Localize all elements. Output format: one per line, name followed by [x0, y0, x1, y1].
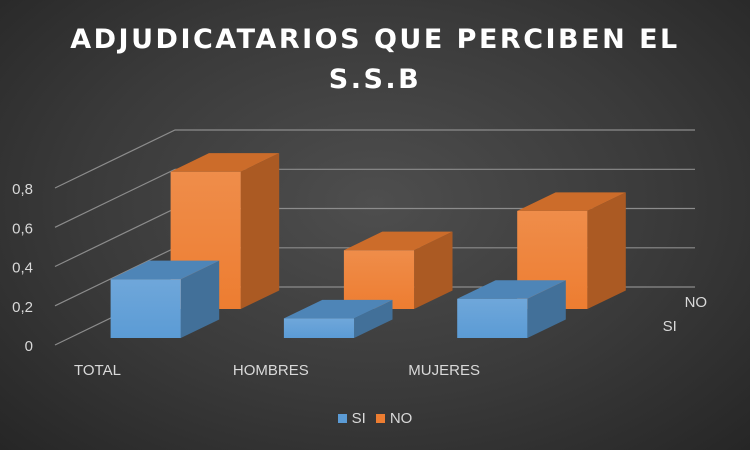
chart-legend: SI NO: [0, 410, 750, 427]
legend-label-no: NO: [389, 410, 413, 427]
bar-top-si: [457, 280, 566, 299]
bar-top-si: [110, 260, 220, 280]
bar-front-si: [110, 279, 181, 338]
y-tick-label: 0,8: [12, 181, 33, 198]
legend-item-si: SI: [337, 410, 366, 427]
bar-top-no: [517, 192, 626, 211]
legend-swatch-si: [337, 414, 347, 423]
bar-top-no: [343, 231, 453, 251]
bar-top-no: [170, 153, 280, 172]
depth-axis-label: NO: [685, 294, 708, 311]
bar-side-si: [354, 299, 393, 338]
x-tick-label: HOMBRES: [233, 362, 309, 379]
bar-side-no: [414, 231, 453, 309]
bar-front-si: [283, 318, 355, 338]
bar-side-si: [527, 280, 566, 338]
y-tick-label: 0,2: [12, 299, 33, 316]
bar-side-no: [240, 153, 280, 309]
x-tick-label: TOTAL: [74, 362, 121, 379]
bar-front-no: [343, 250, 415, 309]
legend-swatch-no: [375, 414, 385, 423]
y-tick-label: 0,6: [12, 220, 33, 237]
bar-front-si: [457, 298, 528, 338]
legend-label-si: SI: [351, 410, 366, 427]
gridline: [54, 129, 695, 189]
depth-axis-label: SI: [663, 318, 677, 335]
legend-item-no: NO: [375, 410, 413, 427]
bar-side-si: [180, 260, 220, 338]
chart-title: ADJUDICATARIOS QUE PERCIBEN EL S.S.B: [70, 24, 680, 95]
bar-top-si: [283, 299, 393, 319]
bar-side-no: [587, 192, 626, 309]
x-tick-label: MUJERES: [408, 362, 480, 379]
y-tick-label: 0: [25, 338, 33, 355]
y-tick-label: 0,4: [12, 260, 33, 277]
gridline: [54, 168, 695, 228]
